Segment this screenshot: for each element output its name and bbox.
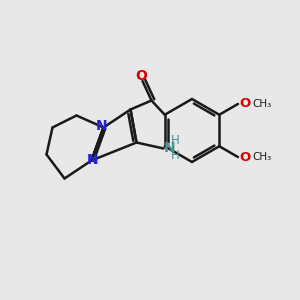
Text: O: O <box>239 151 251 164</box>
Text: N: N <box>86 154 98 167</box>
Text: CH₃: CH₃ <box>252 99 272 109</box>
Text: O: O <box>135 69 147 82</box>
Text: O: O <box>239 98 251 110</box>
Text: H: H <box>170 134 179 147</box>
Text: H: H <box>170 148 179 162</box>
Text: N: N <box>164 141 176 154</box>
Text: N: N <box>96 119 108 133</box>
Text: CH₃: CH₃ <box>252 152 272 162</box>
